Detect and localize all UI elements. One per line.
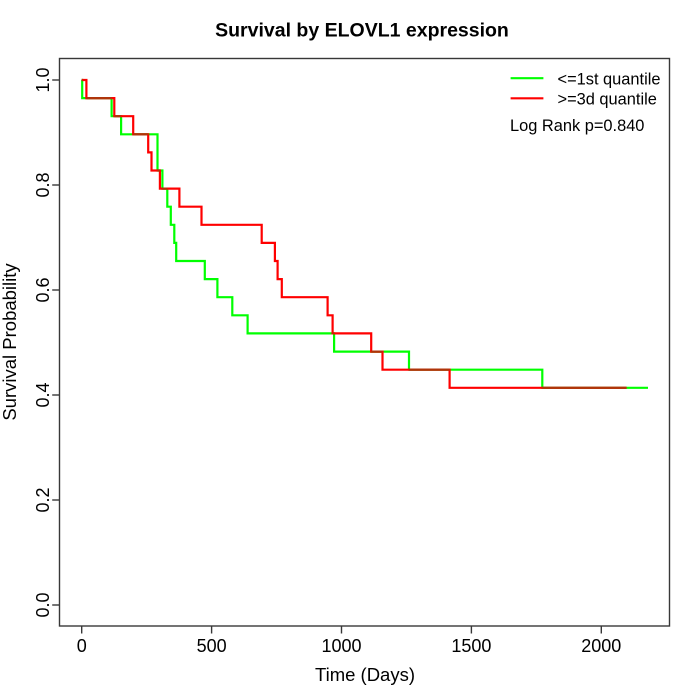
svg-text:0.4: 0.4 [33,382,53,407]
svg-text:Log Rank p=0.840: Log Rank p=0.840 [510,117,644,135]
svg-text:Survival by ELOVL1 expression: Survival by ELOVL1 expression [215,20,509,42]
svg-text:1500: 1500 [451,636,491,656]
svg-text:1.0: 1.0 [33,67,53,92]
svg-text:Survival Probability: Survival Probability [0,263,20,421]
svg-text:>=3d quantile: >=3d quantile [558,90,657,108]
svg-text:1000: 1000 [321,636,361,656]
svg-text:0: 0 [77,636,87,656]
svg-text:0.0: 0.0 [33,592,53,617]
svg-text:Time (Days): Time (Days) [315,664,415,685]
svg-text:500: 500 [197,636,227,656]
svg-text:<=1st quantile: <=1st quantile [558,70,661,88]
svg-text:2000: 2000 [581,636,621,656]
svg-text:0.6: 0.6 [33,277,53,302]
svg-text:0.8: 0.8 [33,172,53,197]
svg-text:0.2: 0.2 [33,487,53,512]
